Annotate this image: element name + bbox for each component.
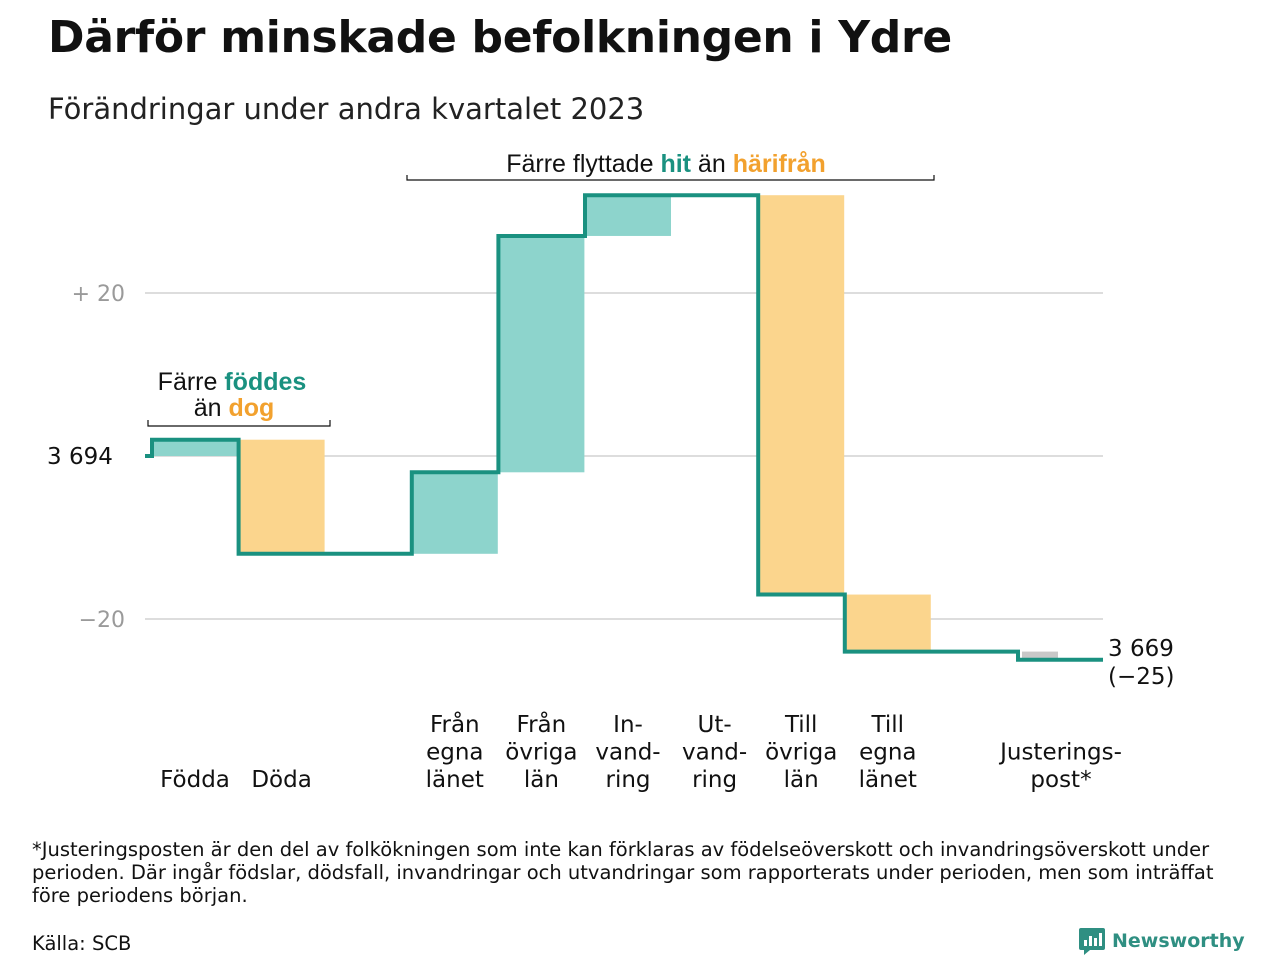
category-label-line: län — [784, 767, 819, 793]
annotation-births-prefix: Färre — [158, 368, 225, 396]
bar — [758, 195, 845, 595]
category-label-line: Till — [871, 712, 905, 738]
category-label-line: Födda — [160, 767, 230, 793]
bar — [585, 195, 671, 236]
category-label-line: övriga — [505, 740, 577, 766]
annotation-births-deaths: Färre föddes än dog — [147, 368, 331, 427]
category-label-line: län — [524, 767, 559, 793]
annotation-deaths-prefix: än — [194, 394, 229, 422]
annotation-deaths-highlight: dog — [228, 394, 274, 422]
category-label-line: Döda — [251, 767, 311, 793]
bar — [411, 472, 498, 554]
annotation-births-deaths-bracket — [147, 420, 331, 427]
chart-subtitle: Förändringar under andra kvartalet 2023 — [48, 92, 645, 126]
category-label: Från egna länet — [426, 710, 484, 793]
bars — [152, 195, 1058, 660]
category-label-line: ring — [605, 767, 650, 793]
category-label: Justerings-post* — [998, 740, 1122, 794]
y-tick-label: + 20 — [72, 282, 125, 307]
gridlines: + 20 −20 — [72, 282, 1103, 633]
category-label: Till egna länet — [859, 712, 917, 793]
category-label-line: Från — [517, 710, 567, 738]
annotation-migration-in: hit — [660, 150, 691, 178]
category-label: Från övriga län — [505, 710, 577, 793]
chart-title: Därför minskade befolkningen i Ydre — [48, 12, 952, 63]
category-label-line: länet — [859, 767, 917, 793]
category-label-line: post* — [1030, 767, 1091, 793]
y-tick-label: −20 — [79, 608, 125, 633]
brand-logo: Newsworthy — [1078, 926, 1245, 956]
annotation-migration: Färre flyttade hit än härifrån — [406, 150, 935, 181]
start-value-label: 3 694 — [47, 444, 113, 470]
svg-text:än dog: än dog — [194, 394, 275, 422]
category-label-line: Från — [430, 710, 480, 738]
category-label: Födda — [160, 767, 230, 793]
category-label-line: Justerings- — [998, 740, 1122, 766]
newsworthy-logo-icon — [1079, 928, 1105, 955]
annotation-migration-out: härifrån — [733, 150, 826, 178]
category-label-line: egna — [426, 740, 483, 766]
category-label-line: ring — [692, 767, 737, 793]
annotation-births-highlight: föddes — [224, 368, 306, 396]
annotation-migration-middle: än — [691, 150, 733, 178]
end-value-label: 3 669 — [1108, 636, 1174, 662]
source-credit: Källa: SCB — [32, 932, 132, 955]
category-label-line: länet — [426, 767, 484, 793]
category-label-line: vand- — [595, 740, 660, 766]
category-label-line: In- — [613, 712, 643, 738]
bar — [498, 235, 585, 473]
bar — [152, 439, 238, 456]
category-label-line: Ut- — [698, 712, 732, 738]
category-label: Döda — [251, 767, 311, 793]
annotation-migration-prefix: Färre flyttade — [506, 150, 660, 178]
bar — [238, 439, 325, 554]
category-label: Till övriga län — [765, 712, 837, 793]
category-label: Ut-vand-ring — [682, 712, 747, 793]
category-label-line: vand- — [682, 740, 747, 766]
brand-name: Newsworthy — [1112, 930, 1245, 952]
category-label-line: övriga — [765, 740, 837, 766]
svg-text:Färre flyttade hit än härifrån: Färre flyttade hit än härifrån — [506, 150, 826, 178]
category-label-line: egna — [859, 740, 916, 766]
end-change-label: (−25) — [1108, 664, 1174, 690]
category-label-line: Till — [784, 712, 818, 738]
svg-text:Färre föddes: Färre föddes — [158, 368, 307, 396]
annotation-migration-bracket — [406, 175, 935, 181]
running-total-line — [145, 193, 1103, 662]
bar — [844, 594, 931, 652]
bar — [1022, 651, 1058, 660]
footnote: *Justeringsposten är den del av folkökni… — [32, 838, 1214, 907]
category-label: In-vand-ring — [595, 712, 660, 793]
